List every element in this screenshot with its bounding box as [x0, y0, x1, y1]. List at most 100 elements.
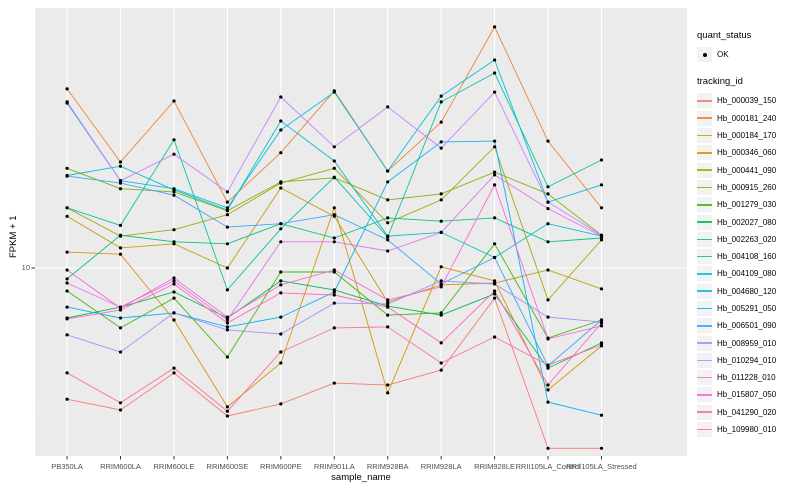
- data-point: [65, 397, 69, 401]
- data-point: [332, 145, 336, 149]
- data-point: [172, 193, 176, 197]
- data-point: [386, 180, 390, 184]
- legend-entry: Hb_001279_030: [697, 196, 799, 213]
- data-point: [118, 252, 123, 256]
- legend-key: [697, 145, 712, 161]
- legend-entry: Hb_008959_010: [697, 334, 799, 351]
- data-point: [332, 90, 336, 94]
- legend-entry: Hb_005291_050: [697, 300, 799, 317]
- legend-entry: Hb_004680_120: [697, 283, 799, 300]
- data-point: [279, 180, 283, 184]
- legend-key: [697, 249, 712, 265]
- legend-key-line-icon: [697, 100, 712, 102]
- data-point: [225, 315, 229, 319]
- data-point: [386, 325, 390, 329]
- data-point: [599, 234, 604, 238]
- legend-key: [697, 318, 712, 334]
- data-point: [439, 198, 443, 202]
- legend-entry: Hb_000039_150: [697, 92, 799, 109]
- legend-entry: Hb_010294_010: [697, 352, 799, 369]
- legend-key-line-icon: [697, 394, 712, 396]
- data-point: [439, 120, 443, 124]
- data-point: [172, 276, 176, 280]
- legend-key: [697, 422, 712, 438]
- data-point: [279, 240, 283, 244]
- data-point: [439, 265, 443, 269]
- data-point: [332, 206, 336, 210]
- legend-entry: Hb_015807_050: [697, 386, 799, 403]
- data-point: [439, 282, 443, 286]
- data-point: [546, 366, 550, 370]
- legend-entry-label: Hb_005291_050: [717, 304, 777, 313]
- data-point: [599, 158, 604, 162]
- data-point: [386, 234, 390, 238]
- data-point: [172, 318, 176, 322]
- legend-key: [697, 197, 712, 213]
- data-point: [546, 268, 550, 272]
- data-point: [225, 213, 229, 217]
- data-point: [172, 282, 176, 286]
- data-point: [118, 316, 123, 320]
- data-point: [172, 99, 176, 103]
- x-tick-label: RRIM600SE: [207, 462, 249, 471]
- data-point: [65, 268, 69, 272]
- data-point: [118, 164, 123, 168]
- data-point: [65, 250, 69, 254]
- data-point: [225, 206, 229, 210]
- data-point: [225, 225, 229, 229]
- legend-entry-label: Hb_000181_240: [717, 113, 777, 123]
- legend-entry-label: Hb_001279_030: [717, 200, 777, 210]
- data-point: [332, 159, 336, 163]
- data-point: [493, 145, 497, 149]
- data-point: [172, 366, 176, 370]
- legend-entry-label: Hb_000915_260: [717, 182, 777, 192]
- data-point: [118, 233, 123, 237]
- x-axis-title: sample_name: [331, 472, 391, 483]
- legend-tracking-id-title: tracking_id: [697, 76, 743, 88]
- legend-key: [697, 283, 712, 299]
- data-point: [493, 90, 497, 94]
- data-point: [386, 216, 390, 220]
- legend-entry-label: Hb_000346_060: [717, 148, 777, 158]
- data-point: [493, 255, 497, 260]
- data-point: [279, 227, 283, 231]
- data-point: [65, 333, 69, 337]
- data-point: [172, 311, 176, 315]
- data-point: [439, 285, 443, 289]
- plot-panel: [35, 8, 687, 456]
- legend-entry: Hb_011228_010: [697, 369, 799, 386]
- data-point: [279, 361, 283, 365]
- legend-key-line-icon: [697, 169, 712, 171]
- legend-entry-label: Hb_010294_010: [717, 355, 777, 365]
- data-point: [172, 138, 176, 142]
- data-point: [439, 368, 443, 372]
- legend-key-line-icon: [697, 186, 712, 189]
- data-point: [118, 160, 123, 164]
- data-point: [493, 335, 497, 339]
- legend-entry: Hb_000915_260: [697, 179, 799, 196]
- data-point: [225, 318, 229, 322]
- data-point: [332, 240, 336, 244]
- data-point: [439, 341, 443, 345]
- y-tick-label: 10: [21, 263, 30, 272]
- legend-entry-label: Hb_006501_090: [717, 321, 777, 331]
- legend-entry: Hb_004108_160: [697, 248, 799, 265]
- legend-key: [697, 128, 712, 144]
- legend-entry-label: Hb_002263_020: [717, 234, 777, 244]
- data-point: [493, 289, 497, 293]
- data-point: [65, 87, 69, 91]
- data-point: [172, 290, 176, 294]
- data-point: [279, 315, 283, 319]
- legend-key: [697, 179, 712, 195]
- data-point: [386, 313, 390, 317]
- data-point: [279, 186, 283, 190]
- legend-entry-label: Hb_109980_010: [717, 425, 777, 435]
- data-point: [599, 206, 604, 210]
- data-point: [225, 328, 229, 332]
- data-point: [386, 391, 390, 395]
- legend-entry-label: Hb_015807_050: [717, 390, 777, 400]
- legend-tracking-id-entries: Hb_000039_150 Hb_000181_240 Hb_000184_170 H…: [697, 92, 799, 438]
- data-point: [332, 236, 336, 240]
